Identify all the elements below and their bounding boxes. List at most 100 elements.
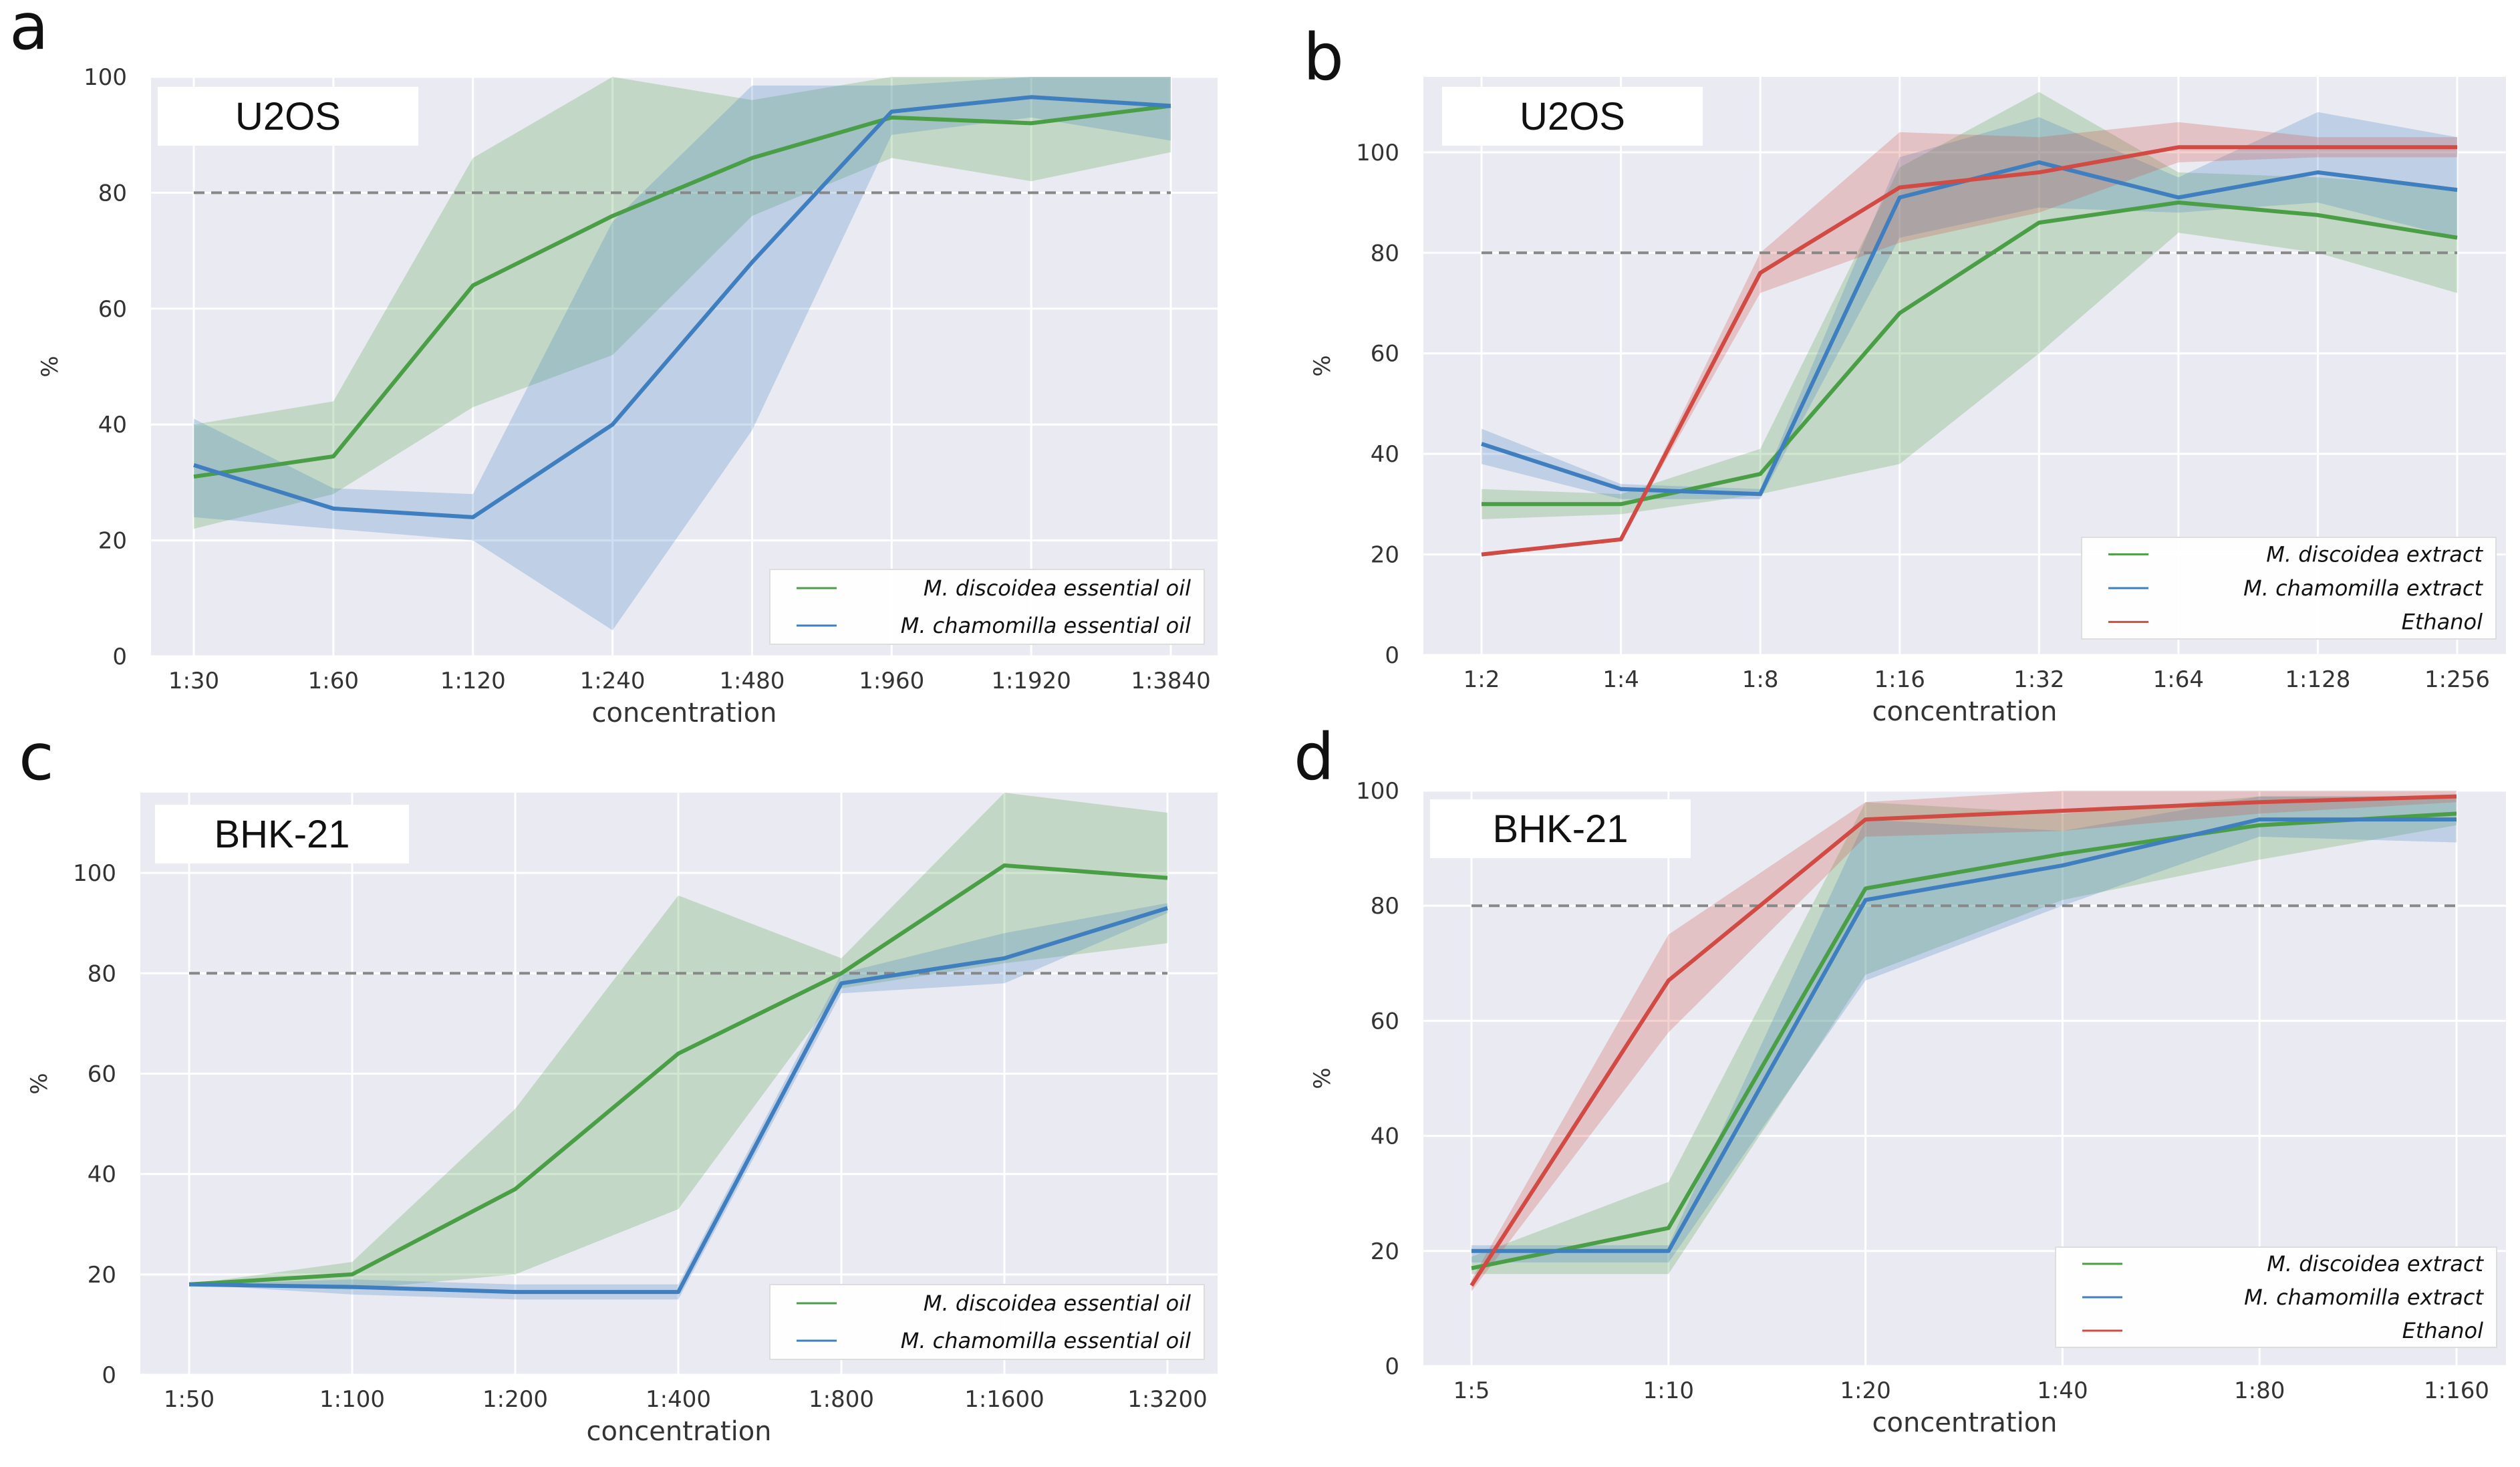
y-tick-label: 40 bbox=[98, 412, 127, 438]
y-tick-label: 0 bbox=[102, 1362, 116, 1389]
x-tick-label: 1:80 bbox=[2234, 1377, 2285, 1404]
legend bbox=[2055, 1246, 2497, 1348]
cell-line-box bbox=[155, 805, 409, 863]
y-tick-label: 100 bbox=[1356, 140, 1399, 166]
y-tick-label: 20 bbox=[1371, 542, 1399, 569]
y-tick-label: 0 bbox=[112, 644, 127, 670]
confidence-band-green bbox=[189, 793, 1167, 1290]
y-tick-label: 60 bbox=[1371, 1008, 1399, 1035]
y-tick-label: 60 bbox=[98, 296, 127, 323]
plot-area-a bbox=[151, 77, 1218, 656]
x-tick-label: 1:20 bbox=[1840, 1377, 1891, 1404]
legend bbox=[2081, 537, 2497, 640]
x-tick-label: 1:3840 bbox=[1131, 668, 1211, 694]
x-tick-label: 1:200 bbox=[482, 1386, 548, 1413]
y-tick-label: 40 bbox=[1371, 441, 1399, 468]
panel-letter-d: d bbox=[1294, 720, 1335, 795]
x-axis-label: concentration bbox=[1872, 696, 2057, 727]
chart-title: BHK-21 bbox=[214, 813, 349, 856]
confidence-band-green bbox=[194, 77, 1171, 529]
x-tick-label: 1:240 bbox=[580, 668, 646, 694]
x-tick-label: 1:100 bbox=[319, 1386, 385, 1413]
x-axis-label: concentration bbox=[1872, 1408, 2057, 1438]
y-tick-label: 80 bbox=[88, 960, 116, 987]
legend-entry: M. discoidea essential oil bbox=[924, 1291, 1191, 1316]
x-tick-label: 1:4 bbox=[1602, 666, 1639, 693]
chart-panel-a: 0 20 40 60 80 100 1:30 1:60 1:120 1:240 1:480 1:960… bbox=[37, 64, 1218, 728]
y-tick-label: 40 bbox=[1371, 1123, 1399, 1150]
y-tick-label: 40 bbox=[88, 1162, 116, 1188]
chart-title: BHK-21 bbox=[1492, 807, 1628, 851]
y-tick-label: 60 bbox=[88, 1061, 116, 1087]
x-tick-label: 1:2 bbox=[1463, 666, 1500, 693]
legend-entry: M. discoidea extract bbox=[2266, 541, 2483, 567]
confidence-band-blue bbox=[194, 77, 1171, 630]
legend-entry: M. chamomilla essential oil bbox=[901, 1328, 1191, 1353]
x-tick-label: 1:50 bbox=[164, 1386, 215, 1413]
y-axis-label: % bbox=[1309, 1067, 1336, 1089]
chart-panel-d: 0 20 40 60 80 100 1:5 1:10 1:20 1:40 1:80 1:160 conc… bbox=[1309, 778, 2506, 1438]
x-tick-label: 1:128 bbox=[2285, 666, 2350, 693]
y-axis-label: % bbox=[1309, 355, 1336, 376]
y-tick-label: 20 bbox=[98, 528, 127, 555]
x-tick-label: 1:960 bbox=[859, 668, 924, 694]
confidence-band-red bbox=[1472, 791, 2457, 1292]
x-tick-label: 1:256 bbox=[2424, 666, 2490, 693]
legend-entry: M. chamomilla extract bbox=[2243, 575, 2483, 601]
x-tick-label: 1:30 bbox=[168, 668, 219, 694]
x-tick-label: 1:8 bbox=[1742, 666, 1779, 693]
x-tick-label: 1:5 bbox=[1453, 1377, 1490, 1404]
series-line-red bbox=[1469, 794, 2457, 1287]
x-tick-label: 1:160 bbox=[2424, 1377, 2489, 1404]
x-tick-label: 1:480 bbox=[719, 668, 785, 694]
legend-entry: M. discoidea essential oil bbox=[924, 575, 1191, 601]
chart-panel-b: 0 20 40 60 80 100 1:2 1:4 1:8 1:16 1:32 1:64 1:128 1:… bbox=[1309, 77, 2506, 727]
y-tick-label: 60 bbox=[1371, 341, 1399, 368]
confidence-band-green bbox=[1472, 796, 2457, 1275]
confidence-band-red bbox=[1482, 122, 2457, 555]
confidence-band-blue bbox=[189, 903, 1167, 1300]
x-tick-label: 1:3200 bbox=[1127, 1386, 1208, 1413]
x-tick-label: 1:40 bbox=[2037, 1377, 2088, 1404]
x-tick-label: 1:60 bbox=[308, 668, 359, 694]
chart-title: U2OS bbox=[235, 95, 341, 138]
x-tick-label: 1:120 bbox=[440, 668, 506, 694]
x-tick-label: 1:16 bbox=[1874, 666, 1925, 693]
y-tick-label: 80 bbox=[1371, 893, 1399, 920]
cell-line-box bbox=[1442, 87, 1703, 146]
y-tick-label: 20 bbox=[88, 1262, 116, 1289]
series-line-green bbox=[193, 104, 1171, 479]
y-tick-label: 100 bbox=[73, 860, 116, 887]
y-axis-label: % bbox=[26, 1073, 53, 1094]
y-tick-label: 0 bbox=[1385, 1353, 1399, 1380]
legend-entry: Ethanol bbox=[2402, 610, 2483, 635]
chart-panel-c: 0 20 40 60 80 100 1:50 1:100 1:200 1:400 1:800 1:16… bbox=[26, 793, 1218, 1447]
cell-line-box bbox=[158, 87, 418, 146]
legend bbox=[769, 569, 1205, 645]
confidence-band-blue bbox=[1482, 112, 2457, 499]
x-tick-label: 1:400 bbox=[646, 1386, 711, 1413]
legend-entry: M. chamomilla essential oil bbox=[901, 613, 1191, 638]
x-tick-label: 1:1920 bbox=[991, 668, 1071, 694]
y-tick-label: 100 bbox=[84, 64, 127, 91]
x-tick-label: 1:64 bbox=[2153, 666, 2204, 693]
series-line-green bbox=[1471, 811, 2457, 1271]
series-line-red bbox=[1481, 145, 2457, 557]
y-tick-label: 0 bbox=[1385, 642, 1399, 669]
legend bbox=[769, 1284, 1205, 1360]
series-line-blue bbox=[1472, 817, 2457, 1253]
chart-title: U2OS bbox=[1520, 95, 1625, 138]
y-tick-label: 20 bbox=[1371, 1238, 1399, 1265]
x-axis-label: concentration bbox=[591, 698, 777, 728]
confidence-band-green bbox=[1482, 92, 2457, 519]
series-line-blue bbox=[193, 95, 1171, 519]
y-tick-label: 80 bbox=[98, 180, 127, 207]
panel-letter-b: b bbox=[1303, 20, 1344, 95]
panel-letter-c: c bbox=[19, 720, 54, 795]
cell-line-box bbox=[1430, 799, 1691, 858]
x-tick-label: 1:1600 bbox=[964, 1386, 1044, 1413]
y-tick-label: 80 bbox=[1371, 240, 1399, 267]
legend-entry: M. chamomilla extract bbox=[2244, 1285, 2484, 1310]
x-tick-label: 1:10 bbox=[1643, 1377, 1694, 1404]
